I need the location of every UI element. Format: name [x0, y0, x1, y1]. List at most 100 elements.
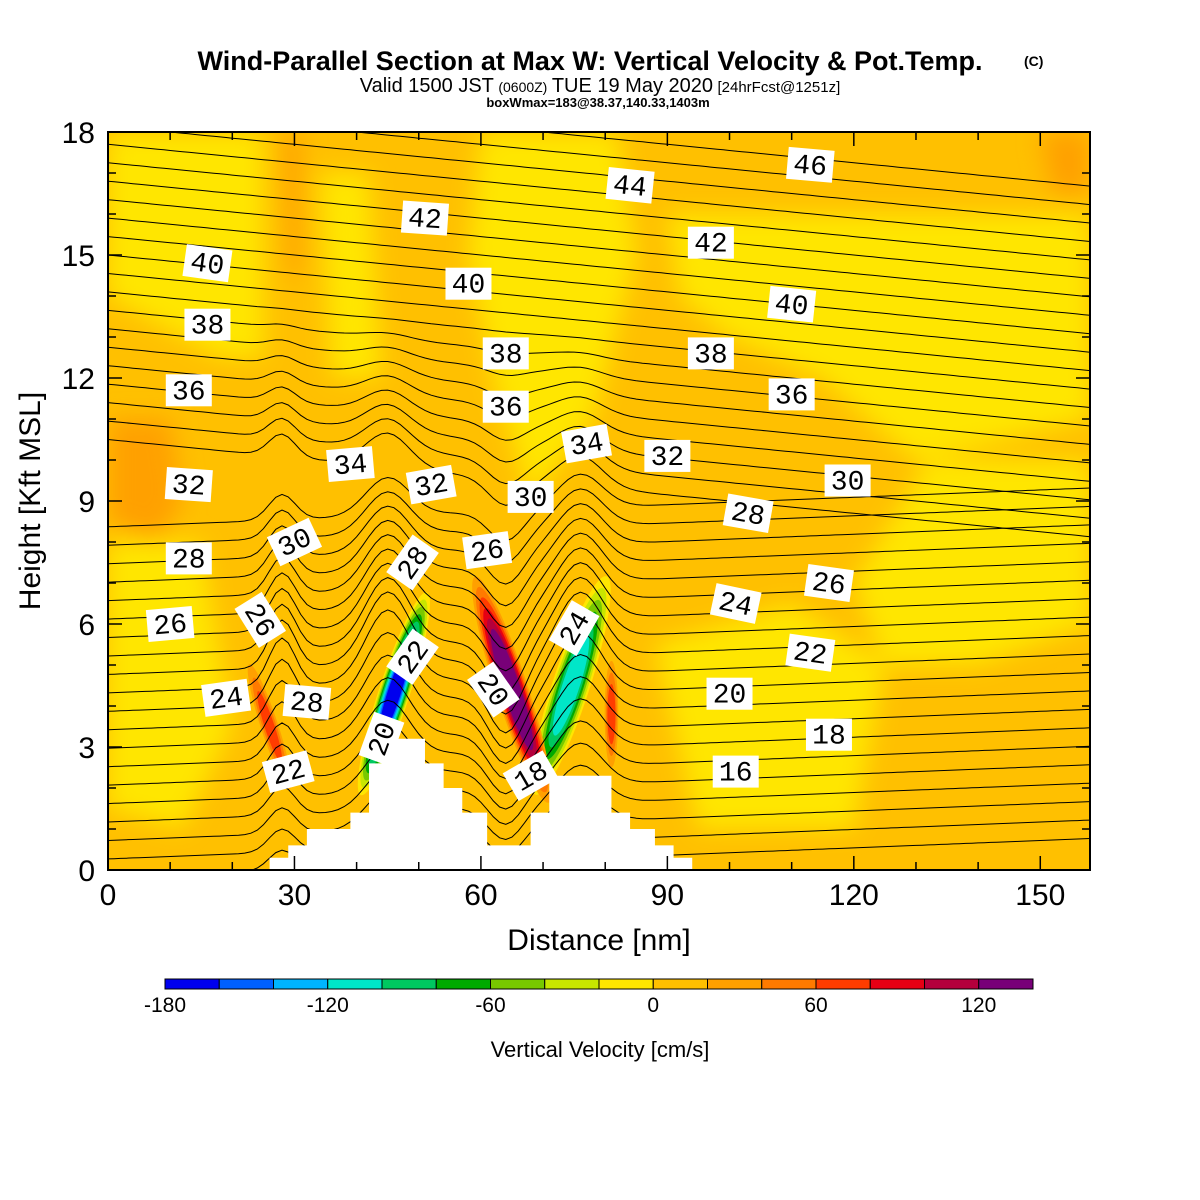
theta-contour-line: [108, 365, 1090, 464]
contour-label-box: [722, 493, 774, 534]
contour-label-text: 40: [452, 271, 486, 302]
contour-label: 36: [482, 390, 529, 425]
colorbar-swatch: [869, 978, 925, 990]
contour-label-box: [145, 606, 195, 642]
colorbar: [164, 978, 1034, 990]
contour-label: 36: [165, 374, 212, 408]
contour-label-text: 28: [289, 687, 325, 721]
theta-contour-line: [108, 162, 1090, 261]
contour-label-text: 26: [469, 535, 507, 570]
contour-label-box: [164, 467, 213, 503]
theta-contour-line: [108, 236, 1090, 335]
contour-label-box: [201, 678, 252, 717]
contour-label-box: [182, 244, 233, 283]
theta-contour-line: [108, 383, 1090, 482]
contour-label: 28: [165, 542, 212, 576]
theta-contour-line: [108, 199, 1090, 298]
contour-label: 26: [803, 563, 854, 603]
contour-label: 18: [502, 750, 559, 802]
contour-label-box: [785, 633, 836, 672]
theta-contour-line: [108, 273, 1090, 372]
contour-label-box: [165, 542, 212, 575]
contour-label-box: [709, 583, 762, 624]
contour-label-text: 30: [831, 468, 865, 499]
contour-label: 40: [445, 267, 492, 302]
contour-label-box: [767, 285, 817, 323]
contour-label-box: [712, 755, 759, 788]
contour-label-box: [467, 661, 520, 718]
contour-label-box: [706, 677, 753, 710]
contour-label-text: 24: [208, 683, 246, 718]
contour-label-box: [184, 308, 231, 341]
chart-subtitle: Valid 1500 JST (0600Z) TUE 19 May 2020 […: [360, 75, 841, 97]
theta-contour-line: [108, 328, 1090, 427]
colorbar-tick-label: 0: [647, 994, 659, 1017]
theta-contour-line: [108, 180, 1090, 279]
contour-label-text: 40: [773, 290, 810, 324]
contour-label-text: 30: [514, 484, 548, 515]
contour-label-text: 42: [694, 230, 728, 261]
contour-label-text: 34: [568, 428, 606, 464]
contour-label-box: [282, 683, 332, 720]
bg-patch-4: [108, 542, 233, 829]
theta-contour-line: [108, 547, 1090, 650]
contour-label-text: 38: [489, 340, 523, 371]
subtitle-forecast: [24hrFcst@1251z]: [717, 79, 840, 96]
contour-label-box: [445, 267, 492, 300]
bg-patch-0: [108, 132, 264, 358]
theta-contour-line: [108, 291, 1090, 390]
colorbar-swatch: [381, 978, 437, 990]
contour-label-box: [261, 750, 315, 794]
contour-label-box: [326, 446, 375, 483]
contour-label-text: 36: [775, 381, 809, 412]
contour-label: 26: [462, 531, 513, 570]
colorbar-tick-label: 120: [961, 994, 996, 1017]
velocity-level--120: [552, 635, 590, 736]
theta-contour-line: [108, 254, 1090, 353]
contour-label-box: [687, 226, 734, 259]
colorbar-title: Vertical Velocity [cm/s]: [491, 1037, 710, 1062]
contour-label: 30: [824, 464, 871, 499]
x-tick-labels: 0 30 60 90 120 150: [100, 879, 1066, 912]
subtitle-valid: Valid 1500 JST: [360, 75, 494, 97]
terrain-profile: [269, 738, 693, 870]
contour-label: 38: [184, 308, 231, 343]
contour-label-text: 32: [412, 469, 450, 505]
theta-contour-line: [108, 346, 1090, 445]
axis-ticks: [107, 131, 1090, 871]
subtitle-utc: (0600Z): [498, 79, 547, 95]
x-tick-label: 90: [651, 879, 684, 912]
colorbar-swatch: [761, 978, 817, 990]
x-tick-label: 0: [100, 879, 117, 912]
theta-contour-line: [108, 532, 1090, 628]
y-tick-label: 6: [78, 609, 95, 642]
colorbar-swatch: [924, 978, 980, 990]
theta-contour-line: [108, 720, 1090, 810]
velocity-background-patches: [108, 132, 1090, 829]
y-tick-label: 0: [78, 855, 95, 888]
theta-contour-line: [108, 698, 1090, 795]
contour-label-box: [687, 337, 734, 370]
theta-contour-line: [108, 609, 1090, 734]
bg-patch-3: [853, 460, 1090, 665]
contour-label: 40: [182, 244, 233, 283]
contour-label-box: [386, 534, 439, 591]
colorbar-swatch: [273, 978, 329, 990]
theta-contour-line: [108, 517, 1090, 607]
contour-label-box: [805, 718, 852, 751]
contour-label: 20: [706, 677, 753, 712]
contour-label: 34: [561, 423, 612, 464]
x-tick-label: 30: [278, 879, 311, 912]
theta-contour-line: [108, 217, 1090, 316]
contour-label: 18: [805, 718, 852, 753]
y-tick-label: 12: [62, 363, 95, 396]
contour-label-text: 38: [191, 312, 225, 343]
theta-contour-line: [108, 432, 1090, 538]
colorbar-swatch: [598, 978, 654, 990]
colorbar-swatch: [218, 978, 274, 990]
contour-label-box: [165, 374, 212, 407]
contour-label: 34: [326, 446, 375, 483]
contour-label-text: 28: [172, 545, 206, 576]
contour-label-text: 36: [489, 394, 523, 425]
